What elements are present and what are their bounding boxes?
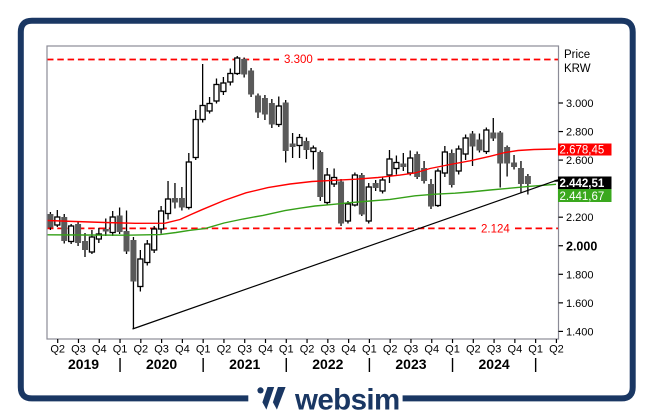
svg-text:2.000: 2.000 — [566, 239, 597, 253]
svg-text:2022: 2022 — [312, 356, 343, 372]
svg-text:Q1: Q1 — [113, 344, 128, 356]
svg-text:Q4: Q4 — [424, 344, 439, 356]
svg-text:1.400: 1.400 — [566, 326, 594, 338]
svg-text:Q2: Q2 — [466, 344, 481, 356]
svg-text:Q1: Q1 — [196, 344, 211, 356]
svg-text:Q3: Q3 — [71, 344, 86, 356]
svg-text:Price: Price — [564, 49, 590, 61]
svg-text:2020: 2020 — [146, 356, 177, 372]
svg-text:Q3: Q3 — [404, 344, 419, 356]
svg-text:Q2: Q2 — [300, 344, 315, 356]
svg-text:Q1: Q1 — [362, 344, 377, 356]
svg-text:2.442,51: 2.442,51 — [560, 178, 605, 190]
svg-text:Q4: Q4 — [258, 344, 273, 356]
svg-text:Q2: Q2 — [383, 344, 398, 356]
svg-text:2.200: 2.200 — [566, 212, 594, 224]
svg-text:2.124: 2.124 — [481, 224, 510, 236]
svg-text:Q2: Q2 — [50, 344, 65, 356]
svg-text:websim: websim — [294, 383, 400, 416]
svg-text:Q3: Q3 — [237, 344, 252, 356]
svg-text:2023: 2023 — [395, 356, 426, 372]
svg-text:3.000: 3.000 — [566, 98, 594, 110]
svg-text:Q4: Q4 — [341, 344, 356, 356]
svg-text:Q3: Q3 — [487, 344, 502, 356]
svg-text:Q1: Q1 — [445, 344, 460, 356]
svg-text:Q4: Q4 — [508, 344, 523, 356]
svg-text:Q4: Q4 — [175, 344, 190, 356]
svg-text:2021: 2021 — [229, 356, 260, 372]
svg-text:1.800: 1.800 — [566, 269, 594, 281]
svg-text:1.600: 1.600 — [566, 298, 594, 310]
svg-text:Q2: Q2 — [133, 344, 148, 356]
svg-text:2.600: 2.600 — [566, 155, 594, 167]
svg-text:Q4: Q4 — [92, 344, 107, 356]
svg-text:KRW: KRW — [564, 63, 591, 75]
svg-text:Q3: Q3 — [320, 344, 335, 356]
svg-text:Q2: Q2 — [549, 344, 564, 356]
svg-text:3.300: 3.300 — [284, 54, 313, 66]
svg-text:2.678,45: 2.678,45 — [560, 145, 605, 157]
svg-text:Q2: Q2 — [217, 344, 232, 356]
svg-text:2024: 2024 — [479, 356, 510, 372]
svg-text:2.800: 2.800 — [566, 127, 594, 139]
svg-text:2.441,67: 2.441,67 — [560, 191, 605, 203]
svg-text:Q1: Q1 — [279, 344, 294, 356]
svg-text:Q3: Q3 — [154, 344, 169, 356]
svg-text:Q1: Q1 — [528, 344, 543, 356]
svg-text:2019: 2019 — [68, 356, 99, 372]
